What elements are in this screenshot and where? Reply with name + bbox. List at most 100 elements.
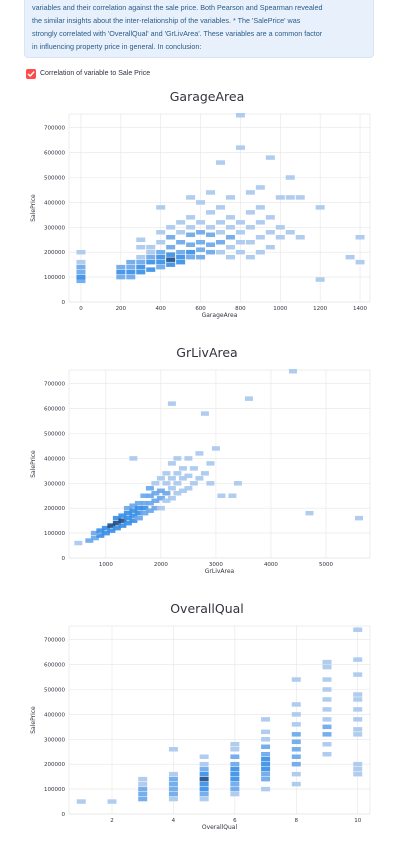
histogram-bin [305,511,313,516]
x-tick-label: 8 [295,818,299,824]
histogram-bin [76,265,85,270]
overallqual-scatter-chart: 2 4 6 8 100100000200000300000400000500000600… [0,624,414,845]
y-tick-label: 300000 [44,481,65,487]
histogram-bin [196,240,205,245]
y-tick-label: 100000 [44,275,65,281]
intro-text-line: in influencing property price in general… [32,40,366,53]
histogram-bin [126,275,135,280]
histogram-bin [323,697,332,702]
histogram-bin [246,190,255,195]
histogram-bin [296,195,305,200]
y-tick-label: 500000 [44,687,65,693]
histogram-bin [261,752,270,757]
grlivarea-scatter-chart: 1000 2000 3000 4000 500001000002000003000004… [0,368,414,608]
histogram-bin [206,250,215,255]
histogram-bin [176,230,185,235]
intro-text-line: strongly correlated with 'OverallQual' a… [32,27,366,40]
histogram-bin [200,777,209,782]
correlation-checkbox[interactable]: Correlation of variable to Sale Price [26,68,150,79]
y-tick-label: 700000 [44,382,65,388]
histogram-bin [292,772,301,777]
histogram-bin [353,657,362,662]
y-axis-label: SalePrice [30,450,37,478]
histogram-bin [266,230,275,235]
histogram-bin [116,265,125,270]
y-tick-label: 500000 [44,431,65,437]
y-tick-label: 500000 [44,175,65,181]
histogram-bin [266,155,275,160]
histogram-bin [166,252,175,256]
histogram-bin [136,265,145,270]
histogram-bin [246,240,255,245]
histogram-bin [135,516,143,521]
histogram-bin [266,245,275,250]
histogram-bin [256,185,265,190]
histogram-bin [186,225,195,230]
histogram-bin [276,195,285,200]
histogram-bin [169,772,178,777]
histogram-bin [323,732,332,737]
histogram-bin [256,250,265,255]
histogram-bin [216,240,225,245]
histogram-bin [230,782,239,787]
histogram-bin [206,225,215,230]
histogram-bin [196,255,205,260]
histogram-bin [261,762,270,767]
histogram-bin [292,747,301,752]
y-tick-label: 400000 [44,456,65,462]
histogram-bin [157,476,165,481]
histogram-bin [200,767,209,772]
histogram-bin [146,245,155,250]
histogram-bin [186,242,195,247]
histogram-bin [230,747,239,752]
histogram-bin [236,145,245,150]
histogram-bin [173,481,181,486]
histogram-bin [200,792,209,797]
histogram-bin [245,396,253,401]
x-tick-label: 200 [116,306,127,312]
histogram-bin [292,762,301,767]
y-tick-label: 0 [62,556,66,562]
histogram-bin [166,257,175,262]
histogram-bin [323,725,332,730]
histogram-bin [201,471,209,476]
histogram-bin [226,235,235,240]
histogram-bin [108,799,117,804]
histogram-bin [323,717,332,722]
histogram-bin [356,260,365,265]
histogram-bin [116,275,125,280]
histogram-bin [169,782,178,787]
histogram-bin [286,175,295,180]
checkmark-icon[interactable] [26,69,36,79]
histogram-bin [353,692,362,697]
y-tick-label: 400000 [44,712,65,718]
histogram-bin [323,742,332,747]
histogram-bin [76,270,85,275]
histogram-bin [230,767,239,772]
x-axis-label: GarageArea [202,312,238,319]
histogram-bin [195,476,203,481]
histogram-bin [196,200,205,205]
histogram-bin [292,712,301,717]
histogram-bin [353,627,362,632]
histogram-bin [146,250,155,255]
histogram-bin [138,797,147,802]
histogram-bin [256,220,265,225]
histogram-bin [292,702,301,707]
histogram-bin [353,672,362,677]
y-tick-label: 200000 [44,250,65,256]
histogram-bin [168,486,176,491]
histogram-bin [173,471,181,476]
x-tick-label: 1200 [313,306,327,312]
histogram-bin [186,255,195,260]
x-tick-label: 0 [79,306,83,312]
histogram-bin [190,466,198,471]
histogram-bin [146,267,155,272]
y-tick-label: 400000 [44,200,65,206]
histogram-bin [196,230,205,235]
histogram-bin [216,160,225,165]
y-tick-label: 0 [62,300,66,306]
histogram-bin [162,471,170,476]
histogram-bin [216,230,225,235]
x-tick-label: 10 [354,818,361,824]
